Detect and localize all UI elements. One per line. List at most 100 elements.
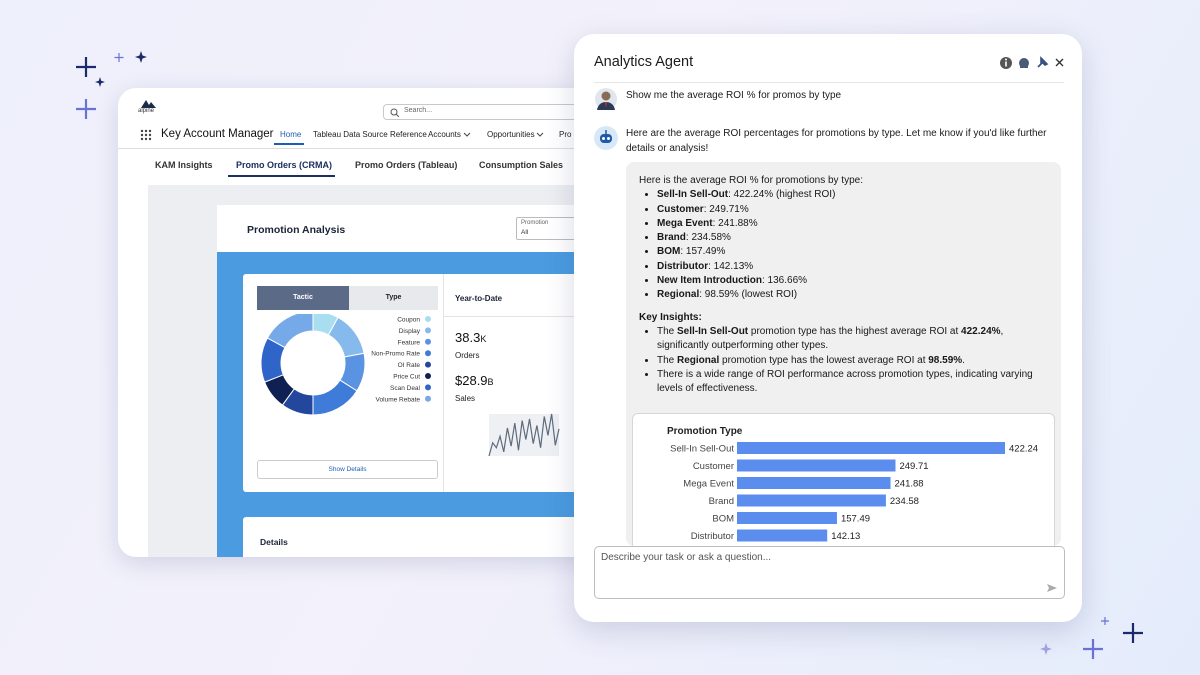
bar [737, 529, 828, 542]
details-title: Details [260, 537, 288, 547]
insights-title: Key Insights: [639, 311, 702, 323]
roi-item: Customer: 249.71% [657, 203, 1047, 217]
legend-label: Scan Deal [390, 385, 421, 392]
item-name: Mega Event [657, 217, 713, 229]
legend-swatch [425, 327, 431, 334]
value-label: 234.58 [890, 496, 919, 507]
bar-chart: Promotion Type Sell-In Sell-Out 422.24 Cust… [667, 426, 1038, 542]
item-detail: : 98.59% (lowest ROI) [699, 289, 798, 301]
chat-input[interactable]: Describe your task or ask a question... [594, 546, 1065, 599]
ytd-title: Year-to-Date [455, 294, 503, 303]
item-detail: : 422.24% (highest ROI) [728, 189, 836, 201]
legend-label: OI Rate [398, 362, 421, 369]
crm-window: alpine Search... Key Account Manager Hom… [118, 88, 618, 557]
insights-list: The Sell-In Sell-Out promotion type has … [639, 325, 1047, 396]
tab[interactable]: KAM Insights [155, 160, 213, 170]
divider [118, 148, 618, 149]
legend-swatch [425, 361, 431, 368]
info-icon[interactable] [1000, 57, 1012, 69]
send-button[interactable] [1046, 583, 1058, 593]
chart-card: Promotion Type Sell-In Sell-Out 422.24 Cust… [632, 413, 1055, 546]
legend-label: Price Cut [393, 374, 420, 381]
kpi-unit: K [480, 334, 487, 344]
agent-icon[interactable] [1019, 58, 1029, 68]
insight-text: , significantly outperforming other type… [657, 325, 1004, 352]
nav-active-indicator [274, 143, 304, 145]
donut-chart: Coupon Display Feature Non-Promo Rate OI Rat… [260, 314, 431, 416]
kpi-label: Sales [455, 394, 476, 403]
insight-text: The [657, 325, 678, 337]
search-icon [390, 108, 399, 117]
nav-item[interactable]: Opportunities [487, 130, 535, 139]
insight: The Sell-In Sell-Out promotion type has … [657, 325, 1047, 354]
brand-logo [141, 100, 156, 108]
value-label: 241.88 [895, 479, 924, 490]
insight-text: promotion type has the lowest average RO… [719, 354, 929, 366]
roi-list: Sell-In Sell-Out: 422.24% (highest ROI)C… [639, 188, 1047, 302]
insight-text: The [657, 354, 678, 366]
filter-label: Promotion [521, 220, 549, 226]
toggle-active[interactable]: Tactic [257, 286, 349, 310]
value-label: 142.13 [831, 531, 860, 542]
insight: There is a wide range of ROI performance… [657, 368, 1047, 397]
insight: The Regional promotion type has the lowe… [657, 354, 1047, 368]
tab[interactable]: Promo Orders (Tableau) [355, 160, 458, 170]
brand-name: alpine [138, 108, 155, 114]
bar [737, 494, 886, 507]
bot-avatar [594, 126, 618, 150]
toggle[interactable]: Type [349, 286, 438, 310]
app-launcher[interactable] [140, 129, 152, 141]
tab-active[interactable]: Promo Orders (CRMA) [236, 160, 333, 170]
header-icons [1000, 56, 1064, 69]
legend-label: Non-Promo Rate [371, 351, 420, 358]
response-intro: Here is the average ROI % for promotions… [639, 175, 863, 186]
roi-item: Brand: 234.58% [657, 231, 1047, 245]
input-placeholder: Describe your task or ask a question... [601, 552, 772, 563]
dashboard-header: Promotion Analysis Promotion All [217, 205, 618, 252]
nav-item[interactable]: Accounts [428, 130, 461, 139]
item-name: New Item Introduction [657, 275, 762, 287]
item-detail: : 234.58% [685, 232, 731, 244]
category-label: Distributor [691, 531, 734, 542]
tab[interactable]: Consumption Sales [479, 160, 564, 170]
sparkline [488, 413, 560, 457]
bot-message: Here are the average ROI percentages for… [626, 128, 1047, 154]
insight-text: 98.59% [928, 354, 963, 366]
details-card: Details [243, 517, 618, 557]
user-avatar [595, 88, 617, 110]
item-name: Customer [657, 203, 704, 215]
nav-item[interactable]: Pro [559, 130, 572, 139]
nav-item[interactable]: Home [280, 130, 302, 139]
kpi-number: $28.9 [455, 373, 488, 388]
dashboard-title: Promotion Analysis [247, 224, 346, 236]
legend-label: Feature [398, 339, 421, 346]
bar [737, 459, 896, 472]
nav-item[interactable]: Tableau Data Source Reference [313, 130, 427, 139]
roi-item: New Item Introduction: 136.66% [657, 274, 1047, 288]
item-detail: : 241.88% [712, 217, 758, 229]
item-name: Regional [657, 289, 700, 301]
bar [737, 512, 837, 524]
show-details-button[interactable]: Show Details [257, 460, 438, 479]
category-label: Customer [693, 461, 734, 472]
legend-swatch [425, 316, 431, 322]
legend-label: Display [399, 328, 421, 335]
item-detail: : 249.71% [703, 203, 749, 215]
item-name: BOM [657, 246, 681, 258]
category-label: Mega Event [683, 479, 734, 490]
value-label: 249.71 [899, 461, 928, 472]
insight-text: Sell-In Sell-Out [677, 325, 749, 337]
insight-text: There is a wide range of ROI performance… [657, 368, 1033, 395]
kpi-label: Orders [455, 351, 480, 360]
pin-icon[interactable] [1037, 56, 1049, 68]
chevron [536, 132, 544, 137]
close-icon[interactable] [1055, 58, 1064, 67]
sparkline-chart [488, 413, 560, 457]
roi-item: Mega Event: 241.88% [657, 217, 1047, 231]
legend-swatch [425, 373, 431, 379]
category-label: Brand [709, 496, 734, 507]
value-label: 422.24 [1009, 444, 1038, 455]
user-message: Show me the average ROI % for promos by … [626, 90, 842, 101]
category-label: Sell-In Sell-Out [670, 444, 734, 455]
